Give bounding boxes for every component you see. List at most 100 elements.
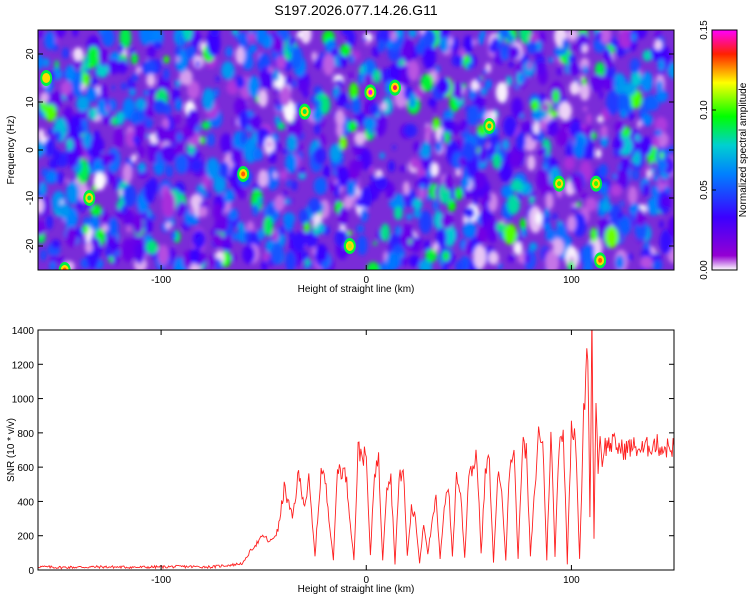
heatmap-cell [600, 125, 608, 138]
heatmap-cell [274, 194, 285, 212]
heatmap-cell [122, 184, 137, 208]
heatmap-cell [315, 98, 322, 109]
heatmap-cell [291, 180, 298, 192]
heatmap-cell [363, 117, 376, 131]
colorbar-gradient [711, 29, 738, 271]
heatmap-cell [637, 120, 642, 128]
heatmap-cell [651, 135, 660, 148]
heatmap-cell [129, 47, 135, 54]
heatmap-cell [285, 251, 296, 270]
heatmap-cell [366, 261, 380, 270]
heatmap-cell [395, 225, 402, 236]
heatmap-ytick-label: 10 [25, 96, 36, 108]
heatmap-cell [313, 177, 328, 195]
heatmap-cell [87, 62, 93, 69]
heatmap-cell [60, 81, 72, 96]
heatmap-cell [101, 111, 114, 125]
heatmap-cell [496, 41, 502, 50]
heatmap-ytick-label: 0 [25, 147, 36, 153]
heatmap-cell [144, 89, 149, 96]
heatmap-cell [442, 250, 450, 262]
heatmap-cell [279, 170, 288, 180]
hotspot-core [392, 85, 397, 91]
heatmap-cell [389, 62, 401, 82]
heatmap-cell [336, 92, 348, 107]
heatmap-cell [132, 72, 138, 82]
colorbar-ticks: 0.00 0.05 0.10 0.15 [699, 20, 716, 280]
heatmap-cell [239, 130, 248, 145]
heatmap-cell [482, 69, 488, 75]
heatmap-cell [544, 207, 550, 218]
heatmap-cell [623, 82, 637, 96]
heatmap-cell [582, 65, 589, 74]
heatmap-cell [101, 209, 107, 217]
heatmap-cell [230, 147, 243, 166]
heatmap-cell [319, 52, 325, 59]
heatmap-cell [288, 36, 296, 46]
heatmap-cell [171, 231, 177, 240]
heatmap-cell [327, 182, 337, 192]
heatmap-xlabel: Height of straight line (km) [298, 284, 415, 295]
heatmap-cell [541, 146, 547, 156]
heatmap-ytick-label: -20 [25, 238, 36, 253]
heatmap-cell [84, 241, 93, 254]
heatmap-cell [571, 206, 577, 212]
heatmap-cell [111, 85, 116, 90]
heatmap-cell [147, 46, 156, 59]
heatmap-cell [267, 141, 272, 148]
heatmap-cell [659, 229, 673, 255]
heatmap-cell [630, 69, 642, 88]
heatmap-cell [573, 136, 585, 159]
colorbar-label: Normalized spectral amplitude [738, 82, 749, 217]
heatmap-cell [209, 30, 220, 38]
heatmap-cell [656, 80, 664, 93]
heatmap-cell [247, 32, 256, 42]
linechart-xlabel: Height of straight line (km) [298, 584, 415, 595]
heatmap-cell [430, 162, 440, 177]
heatmap-cell [179, 69, 193, 86]
heatmap-cell [354, 131, 366, 145]
heatmap-cell [313, 146, 327, 165]
heatmap-cell [285, 152, 297, 174]
heatmap-cell [585, 197, 597, 212]
heatmap-cell [314, 57, 324, 70]
heatmap-cell [533, 121, 540, 135]
heatmap-cell [44, 104, 57, 122]
hotspot-core [44, 75, 49, 81]
heatmap-cell [661, 178, 666, 184]
heatmap-cell [426, 194, 431, 202]
heatmap-cell [52, 149, 61, 161]
heatmap-cell [134, 242, 145, 264]
heatmap-cell [78, 231, 84, 239]
heatmap-cell [519, 30, 532, 44]
heatmap-cell [175, 114, 181, 125]
heatmap-cell [380, 223, 390, 242]
hotspot-core [368, 89, 373, 95]
heatmap-cell [463, 35, 474, 53]
heatmap-cell [461, 176, 471, 189]
heatmap-cell [634, 134, 641, 142]
heatmap-cell [513, 242, 523, 255]
heatmap-cell [485, 79, 492, 90]
heatmap-cell [274, 115, 281, 125]
heatmap-cell [213, 233, 224, 247]
colorbar: 0.00 0.05 0.10 0.15 Normalized spectral amp… [699, 20, 749, 280]
heatmap-cell [143, 181, 156, 204]
heatmap-cell [212, 227, 217, 236]
heatmap-cell [633, 150, 641, 166]
heatmap-cell [515, 233, 524, 245]
heatmap-cell [556, 129, 570, 147]
heatmap-cell [225, 46, 233, 58]
heatmap-cell [462, 220, 477, 239]
heatmap-cell [283, 190, 288, 197]
heatmap-cell [464, 207, 475, 219]
heatmap-cell [443, 173, 453, 191]
heatmap-cell [189, 207, 195, 215]
heatmap-cell [516, 131, 526, 151]
hotspot-core [487, 123, 492, 129]
heatmap-cell [105, 246, 111, 258]
heatmap-cell [145, 240, 158, 255]
heatmap-cell [135, 97, 147, 111]
heatmap-cell [567, 54, 576, 64]
heatmap-cell [333, 79, 339, 86]
